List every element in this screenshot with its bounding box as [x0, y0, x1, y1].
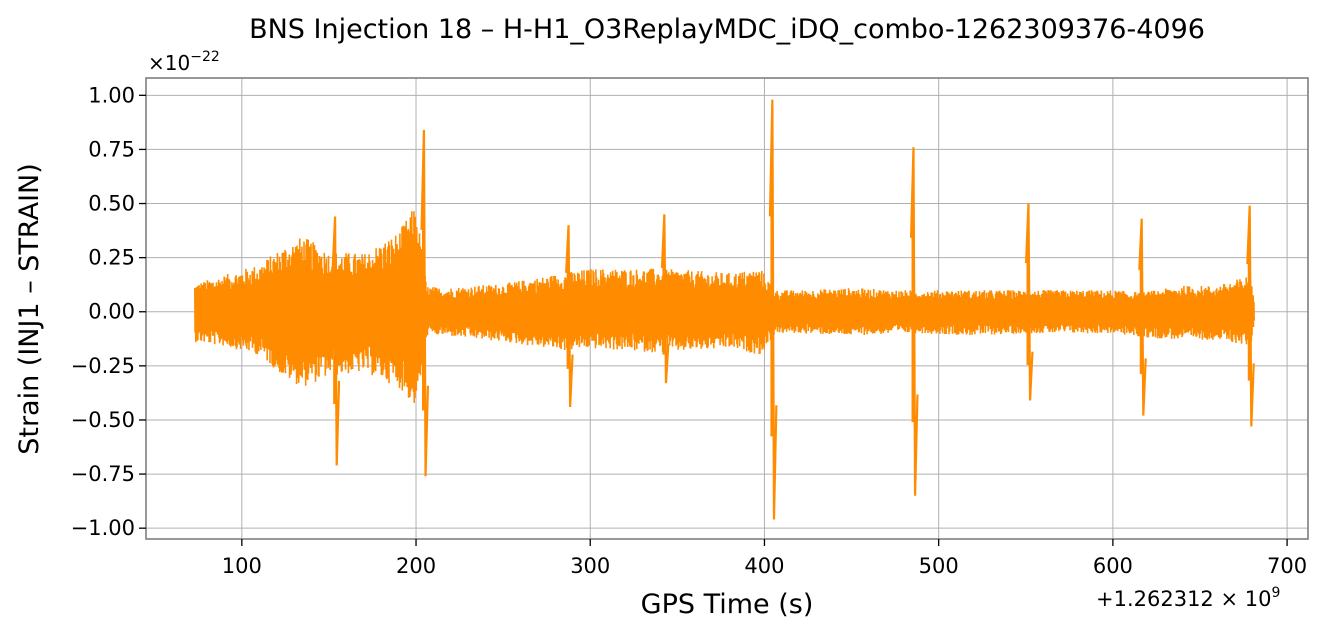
glitch-spike	[331, 216, 341, 466]
y-scale-base: ×10	[148, 51, 190, 75]
y-tick-label: 0.00	[88, 300, 135, 324]
x-axis-label: GPS Time (s)	[641, 589, 814, 620]
svg-text:×10−22: ×10−22	[148, 49, 220, 75]
series-strain	[194, 99, 1255, 520]
x-offset-base: +1.262312 × 10	[1096, 587, 1271, 611]
y-tick-label: 0.25	[88, 246, 135, 270]
y-scale-offset: ×10−22	[148, 49, 220, 75]
x-tick-label: 400	[744, 554, 784, 578]
x-tick-label: 100	[222, 554, 262, 578]
x-offset: +1.262312 × 109	[1096, 585, 1280, 611]
chart-title: BNS Injection 18 – H-H1_O3ReplayMDC_iDQ_…	[249, 14, 1205, 45]
x-tick-label: 600	[1093, 554, 1133, 578]
strain-trace	[194, 211, 1255, 403]
y-tick-label: −0.75	[71, 462, 135, 486]
svg-text:+1.262312 × 109: +1.262312 × 109	[1096, 585, 1280, 611]
y-axis-label: Strain (INJ1 – STRAIN)	[14, 163, 45, 455]
glitch-spike	[1024, 203, 1034, 401]
y-tick-label: 0.75	[88, 137, 135, 161]
glitch-spike	[660, 214, 670, 384]
y-tick-label: 1.00	[88, 83, 135, 107]
y-axis-ticks: −1.00 −0.75 −0.50 −0.25 0.00 0.25 0.50 0.75 1.00	[71, 83, 146, 540]
glitch-spike	[768, 99, 778, 520]
y-tick-label: 0.50	[88, 192, 135, 216]
x-tick-label: 700	[1267, 554, 1307, 578]
y-tick-label: −0.50	[71, 408, 135, 432]
x-offset-exponent: 9	[1271, 585, 1280, 601]
x-tick-label: 300	[570, 554, 610, 578]
y-tick-label: −1.00	[71, 516, 135, 540]
glitch-spike	[1138, 218, 1147, 416]
plot-frame	[145, 77, 1309, 540]
glitch-spike	[565, 225, 574, 408]
glitch-spike	[420, 129, 430, 477]
y-scale-exponent: −22	[190, 49, 220, 65]
x-tick-label: 200	[396, 554, 436, 578]
x-tick-label: 500	[919, 554, 959, 578]
x-axis-ticks: 100 200 300 400 500 600 700	[222, 539, 1307, 578]
y-tick-label: −0.25	[71, 354, 135, 378]
glitch-spike	[909, 147, 919, 496]
glitch-spike	[1246, 205, 1255, 427]
